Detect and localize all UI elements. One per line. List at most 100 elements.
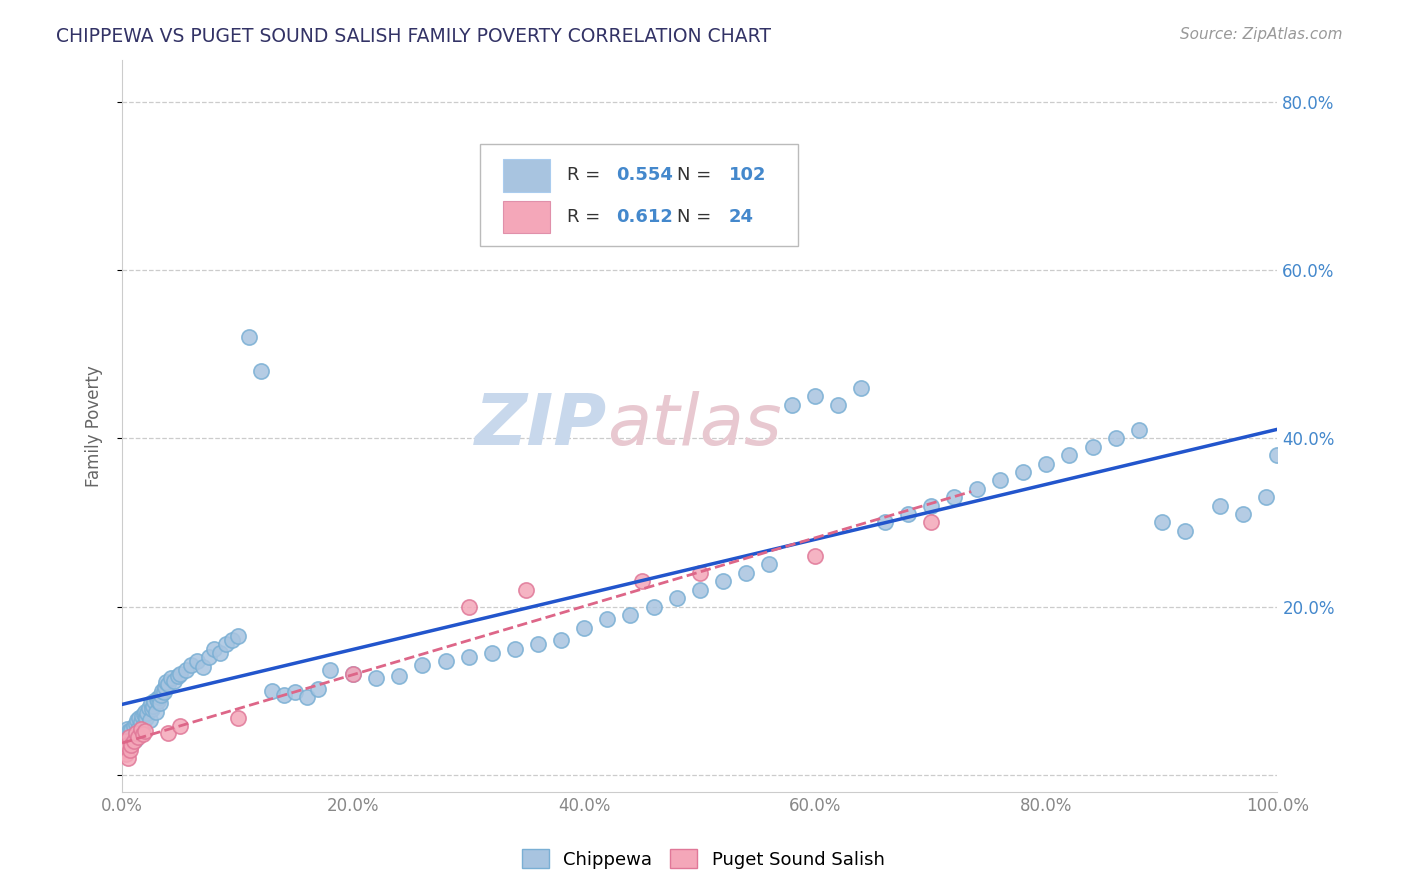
- Point: [226, 711, 249, 725]
- Bar: [503, 201, 550, 234]
- Point: [149, 697, 172, 711]
- Point: [262, 683, 284, 698]
- Text: Source: ZipAtlas.com: Source: ZipAtlas.com: [1180, 27, 1343, 42]
- Point: [118, 724, 141, 739]
- Point: [920, 499, 942, 513]
- Point: [1081, 440, 1104, 454]
- Point: [132, 719, 155, 733]
- Point: [129, 722, 152, 736]
- Point: [120, 723, 142, 738]
- Point: [434, 654, 457, 668]
- Point: [145, 705, 167, 719]
- Point: [142, 698, 165, 713]
- Point: [124, 732, 146, 747]
- Point: [550, 633, 572, 648]
- Point: [153, 680, 176, 694]
- Text: N =: N =: [676, 208, 717, 226]
- Bar: [503, 159, 550, 192]
- Point: [735, 566, 758, 580]
- Point: [920, 516, 942, 530]
- Point: [515, 582, 537, 597]
- Text: 0.612: 0.612: [617, 208, 673, 226]
- Point: [122, 734, 145, 748]
- Point: [150, 688, 173, 702]
- Point: [114, 730, 136, 744]
- Point: [114, 747, 136, 761]
- Point: [689, 566, 711, 580]
- Point: [138, 700, 160, 714]
- Point: [112, 726, 135, 740]
- Point: [572, 621, 595, 635]
- Point: [127, 730, 149, 744]
- Point: [631, 574, 654, 589]
- Point: [191, 660, 214, 674]
- Point: [152, 685, 174, 699]
- Text: 0.554: 0.554: [617, 166, 673, 185]
- Point: [780, 398, 803, 412]
- Point: [619, 607, 641, 622]
- Point: [180, 658, 202, 673]
- Y-axis label: Family Poverty: Family Poverty: [86, 365, 103, 486]
- Point: [112, 742, 135, 756]
- Point: [122, 719, 145, 733]
- Point: [134, 724, 156, 739]
- Point: [159, 671, 181, 685]
- Point: [988, 474, 1011, 488]
- Point: [711, 574, 734, 589]
- Point: [125, 717, 148, 731]
- Point: [689, 582, 711, 597]
- Point: [135, 711, 157, 725]
- Point: [249, 364, 271, 378]
- Point: [804, 549, 827, 563]
- Point: [120, 739, 142, 753]
- Point: [169, 666, 191, 681]
- Point: [643, 599, 665, 614]
- Point: [112, 734, 135, 748]
- Point: [115, 739, 138, 753]
- Legend: Chippewa, Puget Sound Salish: Chippewa, Puget Sound Salish: [515, 842, 891, 876]
- Point: [117, 751, 139, 765]
- Point: [295, 690, 318, 705]
- Point: [273, 688, 295, 702]
- Point: [120, 742, 142, 756]
- Point: [1232, 507, 1254, 521]
- Point: [873, 516, 896, 530]
- Point: [174, 663, 197, 677]
- Point: [146, 694, 169, 708]
- Point: [457, 650, 479, 665]
- Point: [238, 330, 260, 344]
- Point: [134, 705, 156, 719]
- Point: [132, 727, 155, 741]
- Point: [118, 730, 141, 744]
- Point: [897, 507, 920, 521]
- Point: [143, 694, 166, 708]
- Point: [1059, 448, 1081, 462]
- Point: [209, 646, 232, 660]
- Point: [1208, 499, 1230, 513]
- Point: [117, 727, 139, 741]
- Text: R =: R =: [567, 208, 606, 226]
- Point: [221, 633, 243, 648]
- Point: [163, 673, 186, 688]
- Point: [136, 706, 159, 721]
- Point: [121, 731, 143, 746]
- Text: CHIPPEWA VS PUGET SOUND SALISH FAMILY POVERTY CORRELATION CHART: CHIPPEWA VS PUGET SOUND SALISH FAMILY PO…: [56, 27, 772, 45]
- Point: [388, 668, 411, 682]
- Point: [665, 591, 688, 606]
- Point: [148, 690, 170, 705]
- Point: [758, 558, 780, 572]
- Point: [457, 599, 479, 614]
- Point: [527, 637, 550, 651]
- Point: [129, 714, 152, 729]
- Point: [342, 666, 364, 681]
- Point: [1128, 423, 1150, 437]
- Point: [1104, 431, 1126, 445]
- Point: [1267, 448, 1289, 462]
- Point: [139, 713, 162, 727]
- Point: [411, 658, 433, 673]
- Point: [215, 637, 238, 651]
- Point: [942, 490, 965, 504]
- Text: atlas: atlas: [607, 392, 782, 460]
- Point: [169, 719, 191, 733]
- Text: 102: 102: [728, 166, 766, 185]
